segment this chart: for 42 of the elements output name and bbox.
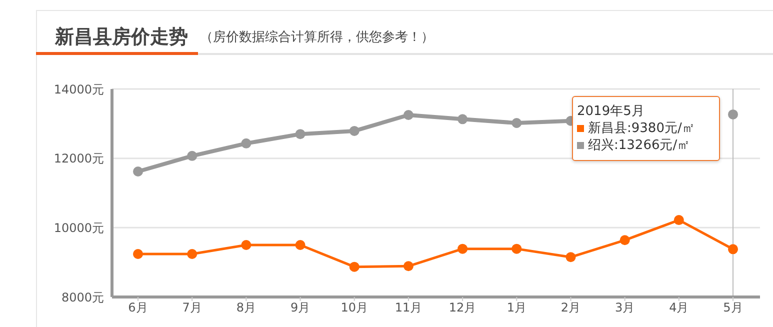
x-tick-label: 12月 [448,300,476,315]
point [295,240,306,250]
annotation: 2019年5月 [577,104,644,119]
point [241,138,252,148]
annotation: 绍兴:13266元/㎡ [588,138,690,153]
point [295,129,306,140]
x-tick-label: 11月 [394,300,422,315]
x-tick-label: 7月 [182,300,202,315]
point [133,249,143,260]
annotation: 新昌县:9380元/㎡ [588,121,695,136]
point [403,110,414,120]
point [512,118,522,128]
point [133,166,143,177]
point [458,114,468,124]
chart-title: 新昌县房价走势 [55,25,188,50]
chart-subtitle: （房价数据综合计算所得，供您参考！） [200,29,434,46]
x-tick-label: 1月 [506,300,526,315]
y-tick-label: 12000元 [54,152,104,166]
point [349,262,360,272]
point [566,252,576,262]
point [728,244,738,254]
x-tick-label: 2月 [560,300,581,315]
point [241,240,252,250]
y-tick-label: 10000元 [54,220,104,235]
point [512,244,522,254]
x-tick-label: 8月 [236,300,256,315]
point [403,261,414,272]
y-tick-label: 14000元 [54,82,104,96]
point [187,249,198,260]
x-tick-label: 4月 [669,300,689,315]
point [458,244,468,254]
x-tick-label: 10月 [340,300,368,315]
x-tick-label: 3月 [615,300,635,315]
point [728,109,738,120]
y-tick-label: 8000元 [61,290,104,304]
point [620,235,630,246]
point [349,126,360,136]
x-tick-label: 5月 [723,300,743,315]
x-tick-label: 9月 [290,300,310,315]
x-tick-label: 6月 [128,300,148,315]
point [674,215,684,226]
point [187,150,198,161]
